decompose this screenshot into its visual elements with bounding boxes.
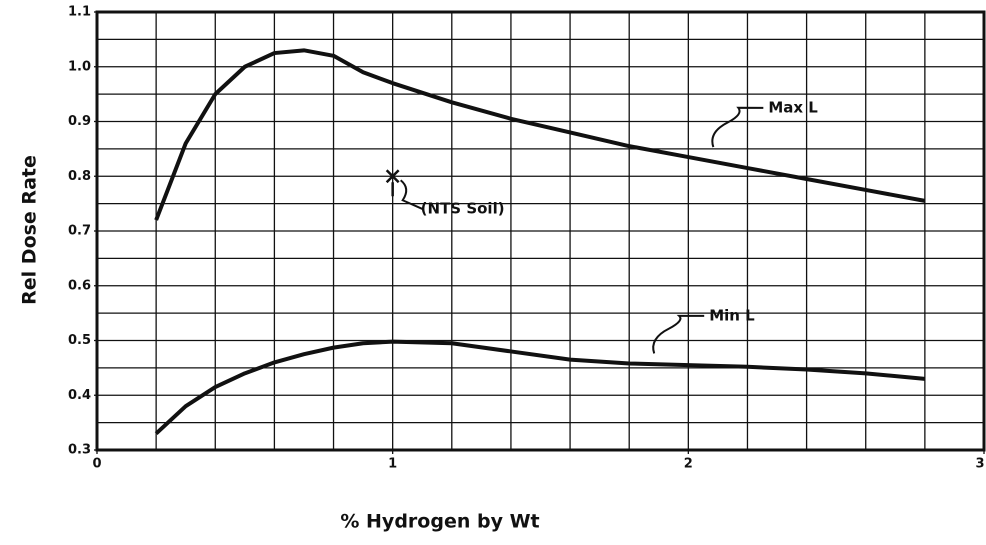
leader-line — [711, 106, 764, 148]
line — [154, 339, 926, 436]
x-tick-label: 1 — [388, 457, 397, 472]
point-label: (NTS Soil) — [421, 200, 505, 218]
y-tick-label: 0.4 — [68, 388, 91, 403]
y-tick-label: 0.6 — [68, 278, 91, 293]
leader-line — [652, 314, 705, 354]
y-tick-label: 0.9 — [68, 114, 91, 129]
x-axis-label: % Hydrogen by Wt — [340, 511, 539, 533]
y-tick-label: 1.0 — [68, 59, 91, 74]
y-tick-label: 0.3 — [68, 443, 91, 458]
y-tick-label: 0.8 — [68, 169, 91, 184]
x-tick-label: 2 — [684, 457, 693, 472]
series-label: Min L — [709, 306, 755, 324]
line — [154, 48, 926, 221]
y-tick-label: 0.7 — [68, 224, 91, 239]
y-tick-label: 1.1 — [68, 5, 91, 20]
x-tick-label: 3 — [975, 457, 984, 472]
series-label: Max L — [768, 98, 818, 116]
leader-line — [400, 179, 424, 211]
point-marker — [385, 169, 400, 197]
y-axis-label: Rel Dose Rate — [19, 155, 41, 305]
y-tick-label: 0.5 — [68, 333, 91, 348]
x-tick-label: 0 — [92, 457, 101, 472]
